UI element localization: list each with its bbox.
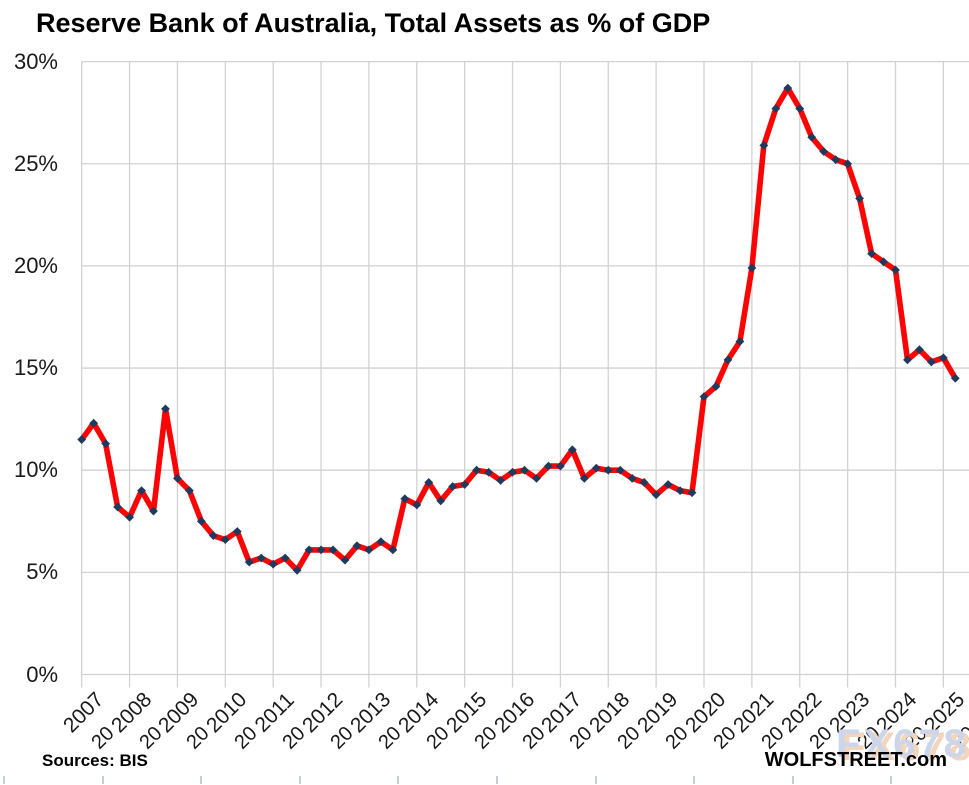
bottom-edge-tick bbox=[3, 776, 5, 784]
bottom-edge-tick bbox=[693, 776, 696, 784]
data-point-marker bbox=[627, 473, 637, 483]
data-point-marker bbox=[113, 502, 123, 512]
data-point-marker bbox=[891, 265, 900, 275]
data-point-marker bbox=[903, 355, 912, 365]
data-point-marker bbox=[352, 541, 362, 551]
data-point-marker bbox=[795, 104, 805, 113]
data-point-marker bbox=[460, 480, 470, 489]
data-point-marker bbox=[173, 473, 182, 483]
data-point-marker bbox=[448, 482, 458, 491]
data-point-marker bbox=[232, 527, 242, 536]
data-point-marker bbox=[747, 263, 757, 273]
data-point-marker bbox=[663, 480, 673, 489]
data-point-marker bbox=[101, 439, 111, 449]
data-point-marker bbox=[651, 490, 661, 500]
data-point-marker bbox=[711, 382, 721, 391]
data-point-marker bbox=[938, 353, 948, 363]
data-point-marker bbox=[244, 557, 254, 567]
fx678-watermark-text: FX678 bbox=[836, 722, 969, 766]
data-point-marker bbox=[304, 545, 314, 555]
data-point-marker bbox=[340, 555, 350, 565]
data-point-marker bbox=[412, 500, 422, 510]
data-point-marker bbox=[532, 473, 541, 483]
data-point-marker bbox=[196, 516, 206, 526]
data-point-marker bbox=[544, 461, 553, 471]
chart-title: Reserve Bank of Australia, Total Assets … bbox=[36, 8, 711, 38]
data-point-marker bbox=[208, 531, 218, 540]
data-point-marker bbox=[77, 435, 87, 444]
data-point-marker bbox=[149, 506, 158, 516]
data-point-marker bbox=[556, 461, 565, 471]
y-axis-tick-label: 15% bbox=[13, 355, 58, 381]
data-point-marker bbox=[185, 486, 194, 496]
data-point-marker bbox=[675, 486, 685, 496]
data-point-marker bbox=[807, 132, 817, 142]
data-point-marker bbox=[759, 140, 769, 150]
y-axis-tick-label: 30% bbox=[13, 48, 58, 74]
data-point-marker bbox=[472, 465, 482, 475]
bottom-edge-tick bbox=[200, 776, 203, 784]
bottom-edge-tick bbox=[298, 776, 301, 784]
data-point-marker bbox=[328, 545, 338, 555]
data-point-marker bbox=[771, 104, 781, 113]
wolfstreet-brand-label: WOLFSTREET.com bbox=[764, 749, 947, 771]
bottom-edge-tick bbox=[397, 776, 400, 784]
data-point-marker bbox=[843, 159, 853, 169]
data-point-marker bbox=[364, 545, 374, 555]
data-point-marker bbox=[292, 565, 302, 575]
data-point-marker bbox=[89, 418, 99, 428]
fx678-watermark-shadow: FX678 bbox=[841, 725, 969, 769]
data-point-marker bbox=[436, 496, 446, 506]
bottom-edge-tick bbox=[101, 776, 104, 784]
y-axis-tick-label: 5% bbox=[26, 559, 58, 585]
data-point-marker bbox=[268, 559, 278, 569]
data-point-marker bbox=[603, 465, 613, 475]
data-point-marker bbox=[376, 537, 386, 547]
bottom-edge-tick bbox=[594, 776, 597, 784]
data-point-marker bbox=[161, 404, 170, 414]
data-point-marker bbox=[579, 473, 589, 483]
data-point-marker bbox=[783, 83, 793, 93]
data-line bbox=[78, 85, 959, 574]
data-point-marker bbox=[137, 486, 146, 496]
sources-label: Sources: BIS bbox=[42, 751, 148, 770]
data-point-marker bbox=[484, 467, 493, 477]
data-point-marker bbox=[508, 467, 517, 477]
bottom-edge-tick bbox=[890, 776, 893, 784]
data-point-marker bbox=[926, 357, 936, 367]
data-point-marker bbox=[723, 355, 733, 365]
data-point-marker bbox=[915, 345, 924, 355]
data-point-marker bbox=[125, 512, 134, 522]
data-point-marker bbox=[256, 553, 266, 563]
y-axis-tick-label: 10% bbox=[13, 457, 58, 483]
data-point-marker bbox=[687, 488, 697, 498]
data-point-marker bbox=[424, 478, 434, 487]
data-point-marker bbox=[831, 155, 841, 165]
data-point-marker bbox=[496, 476, 505, 485]
data-point-marker bbox=[388, 545, 398, 555]
data-point-marker bbox=[316, 545, 326, 555]
data-point-marker bbox=[819, 147, 829, 156]
data-point-marker bbox=[855, 194, 864, 203]
data-point-marker bbox=[639, 478, 649, 487]
data-point-marker bbox=[591, 463, 601, 473]
y-axis-tick-label: 20% bbox=[13, 252, 58, 278]
data-point-marker bbox=[867, 249, 876, 259]
y-axis-tick-label: 0% bbox=[26, 661, 58, 687]
data-point-marker bbox=[735, 337, 745, 346]
data-point-marker bbox=[220, 535, 230, 545]
data-point-marker bbox=[699, 392, 709, 402]
data-point-marker bbox=[520, 465, 529, 475]
data-point-marker bbox=[950, 373, 960, 383]
data-point-marker bbox=[280, 553, 290, 563]
data-point-marker bbox=[615, 465, 625, 475]
y-axis-tick-label: 25% bbox=[13, 150, 58, 176]
data-point-marker bbox=[400, 494, 410, 504]
data-point-marker bbox=[879, 257, 888, 267]
bottom-edge-tick bbox=[496, 776, 498, 784]
bottom-edge-tick bbox=[791, 776, 794, 784]
data-point-marker bbox=[567, 445, 577, 455]
